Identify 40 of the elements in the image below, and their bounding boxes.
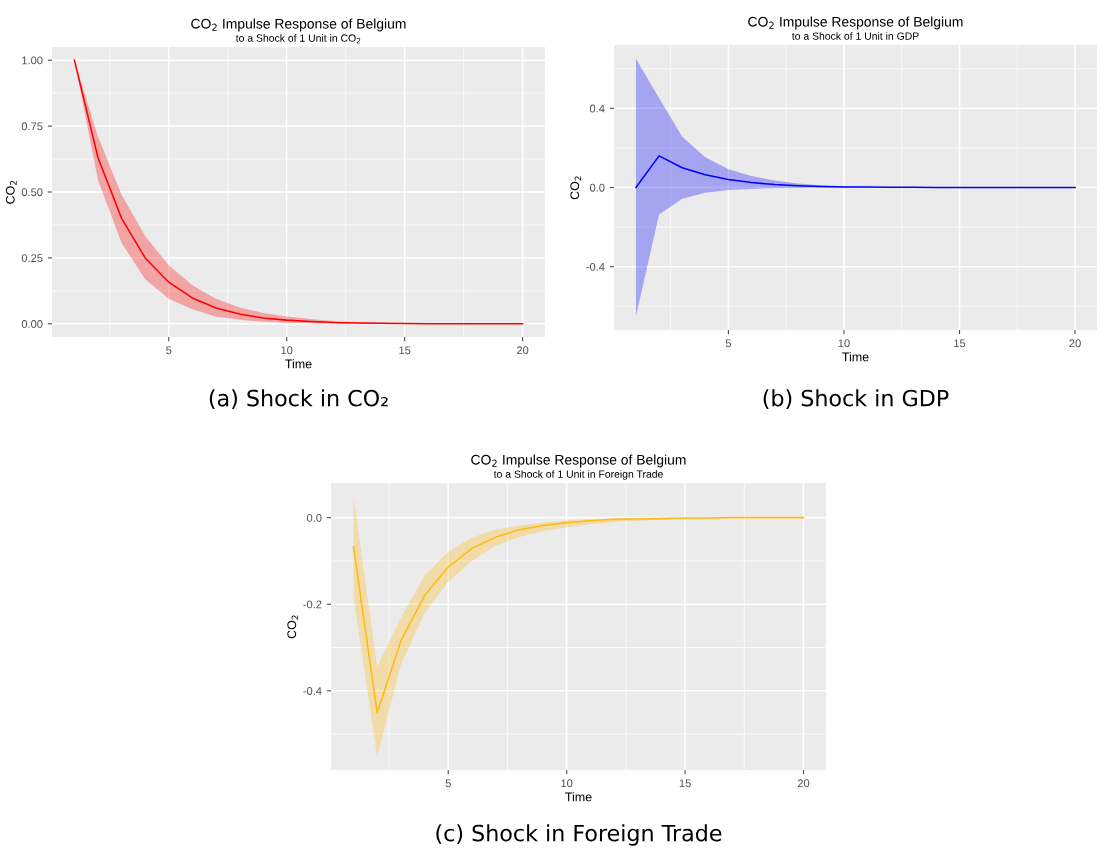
x-tick-label: 5 bbox=[166, 346, 172, 355]
x-axis-title: Time bbox=[842, 352, 869, 362]
x-tick-label: 10 bbox=[281, 346, 293, 355]
x-tick-label: 20 bbox=[797, 779, 810, 788]
y-tick-label: 0.0 bbox=[306, 513, 322, 522]
y-axis-title: CO$_{2}$ bbox=[5, 180, 17, 204]
y-tick-label: 0.00 bbox=[21, 320, 43, 328]
y-axis-title: CO$_{2}$ bbox=[570, 176, 582, 200]
text: (a) Shock in CO₂ bbox=[209, 389, 388, 410]
chart-subtitle: to a Shock of 1 Unit in Foreign Trade bbox=[493, 470, 663, 480]
y-tick-label: 0.75 bbox=[21, 122, 43, 131]
x-tick-label: 15 bbox=[399, 346, 411, 355]
x-tick-label: 15 bbox=[954, 339, 966, 348]
chart-title: CO$_{2}$ Impulse Response of Belgium bbox=[191, 18, 406, 32]
chart-title: CO$_{2}$ Impulse Response of Belgium bbox=[471, 454, 686, 468]
x-tick-label: 20 bbox=[516, 346, 529, 355]
y-tick-label: 0.50 bbox=[21, 188, 43, 197]
x-tick-label: 10 bbox=[561, 779, 573, 788]
y-tick-label: 0.25 bbox=[21, 254, 43, 263]
x-tick-label: 5 bbox=[445, 779, 451, 788]
chart-subtitle: to a Shock of 1 Unit in GDP bbox=[791, 32, 919, 40]
x-axis-title: Time bbox=[565, 792, 592, 802]
x-tick-label: 15 bbox=[679, 779, 691, 788]
x-tick-label: 10 bbox=[838, 339, 850, 348]
x-axis-title: Time bbox=[285, 359, 312, 369]
text: (c) Shock in Foreign Trade bbox=[436, 824, 722, 846]
x-tick-label: 5 bbox=[725, 339, 732, 348]
chart-title: CO$_{2}$ Impulse Response of Belgium bbox=[748, 16, 963, 30]
y-tick-label: -0.4 bbox=[303, 687, 322, 695]
text: (b) Shock in GDP bbox=[763, 389, 949, 410]
y-tick-label: -0.4 bbox=[586, 262, 605, 271]
y-tick-label: 1.00 bbox=[22, 56, 43, 65]
chart-subtitle: to a Shock of 1 Unit in CO$_{2}$ bbox=[235, 34, 361, 44]
y-tick-label: -0.2 bbox=[303, 600, 322, 609]
x-tick-label: 20 bbox=[1069, 339, 1081, 348]
y-tick-label: 0.0 bbox=[589, 183, 605, 192]
y-tick-label: 0.4 bbox=[589, 104, 605, 113]
y-axis-title: CO$_{2}$ bbox=[287, 615, 299, 639]
line-series bbox=[635, 155, 1076, 189]
line-series bbox=[352, 516, 805, 714]
